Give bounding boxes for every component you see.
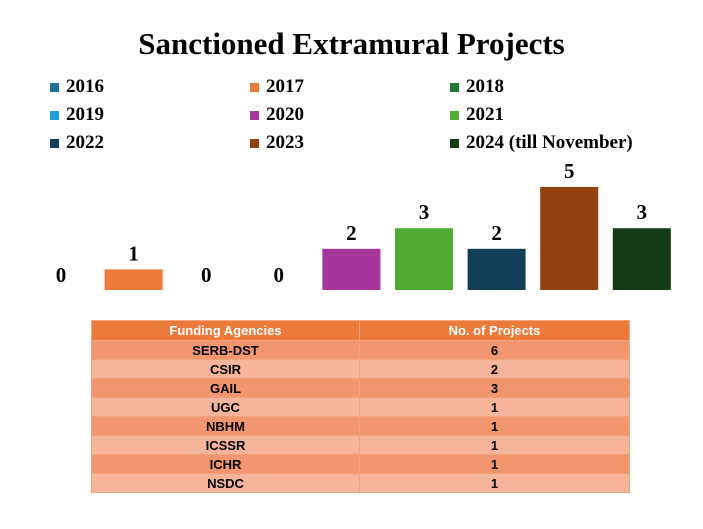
project-count-cell: 1 [359,397,630,417]
legend-label: 2021 [466,104,504,125]
legend-label: 2020 [266,104,304,125]
legend-swatch [50,110,59,120]
agency-name-cell: SERB-DST [91,340,360,360]
table-row: ICSSR 1 [91,435,630,455]
chart-title: Sanctioned Extramural Projects [138,26,565,61]
bar-2020 [322,248,381,290]
legend-swatch [250,110,259,120]
project-count-cell: 1 [359,454,630,474]
header-funding-agencies: Funding Agencies [91,320,360,341]
bar-2023 [540,187,599,290]
table-header-row: Funding Agencies No. of Projects [91,320,630,341]
data-label: 2 [346,221,357,245]
legend-item: 2018 [450,76,504,98]
bar-chart: 0 1 0 0 2 3 2 5 3 [56,159,671,290]
legend-item: 2024 (till November) [450,132,633,154]
table-row: ICHR 1 [91,454,630,474]
legend-item: 2023 [250,132,304,154]
funding-agencies-table: Funding Agencies No. of Projects SERB-DS… [91,320,630,493]
project-count-cell: 6 [359,340,630,360]
legend-swatch [250,138,259,148]
header-no-of-projects: No. of Projects [359,320,630,341]
legend-label: 2023 [266,132,304,153]
legend-item: 2020 [250,104,304,126]
legend-item: 2022 [50,132,104,154]
legend-label: 2022 [66,132,104,153]
data-label: 0 [201,263,212,287]
agency-name-cell: UGC [91,397,360,417]
legend-item: 2017 [250,76,304,98]
data-label: 0 [274,263,285,287]
table-row: GAIL 3 [91,378,630,398]
project-count-cell: 1 [359,473,630,493]
bar-2024 [612,228,671,290]
table-row: SERB-DST 6 [91,340,630,360]
bar-2017 [104,269,163,290]
legend-label: 2019 [66,104,104,125]
legend-label: 2024 (till November) [466,132,633,153]
project-count-cell: 3 [359,378,630,398]
data-label: 0 [56,263,67,287]
project-count-cell: 1 [359,435,630,455]
table-row: UGC 1 [91,397,630,417]
legend-label: 2016 [66,76,104,97]
data-label: 3 [637,200,648,224]
project-count-cell: 2 [359,359,630,379]
table-row: NSDC 1 [91,473,630,493]
data-label: 1 [128,241,139,265]
chart-legend: 2016 2017 2018 2019 2020 2021 2022 2023 2024 (ti… [50,76,690,160]
legend-item: 2021 [450,104,504,126]
legend-item: 2016 [50,76,104,98]
agency-name-cell: NSDC [91,473,360,493]
bar-2022 [467,248,526,290]
legend-swatch [250,82,259,92]
project-count-cell: 1 [359,416,630,436]
agency-name-cell: CSIR [91,359,360,379]
data-label: 2 [491,221,502,245]
legend-swatch [50,138,59,148]
legend-swatch [450,138,459,148]
table-row: CSIR 2 [91,359,630,379]
legend-swatch [450,82,459,92]
legend-swatch [450,110,459,120]
legend-item: 2019 [50,104,104,126]
bar-2021 [395,228,453,290]
agency-name-cell: ICSSR [91,435,360,455]
table-row: NBHM 1 [91,416,630,436]
data-label: 3 [419,200,430,224]
legend-label: 2018 [466,76,504,97]
agency-name-cell: ICHR [91,454,360,474]
agency-name-cell: GAIL [91,378,360,398]
agency-name-cell: NBHM [91,416,360,436]
legend-swatch [50,82,59,92]
legend-label: 2017 [266,76,304,97]
data-label: 5 [564,159,575,183]
